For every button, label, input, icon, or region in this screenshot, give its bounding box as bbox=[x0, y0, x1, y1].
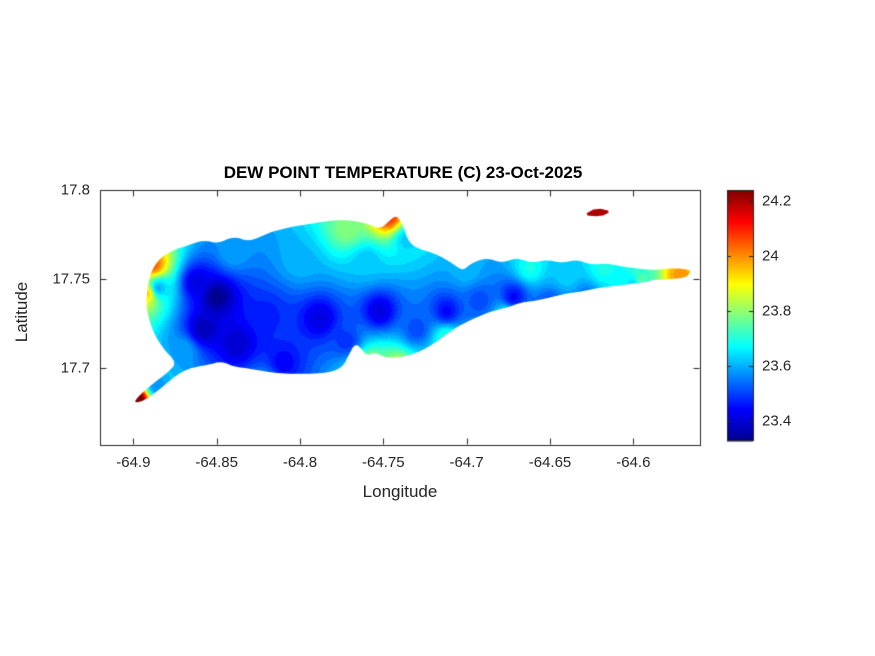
x-tick-label: -64.65 bbox=[528, 454, 572, 471]
y-axis-label: Latitude bbox=[12, 281, 31, 343]
x-tick-label: -64.7 bbox=[449, 454, 484, 471]
y-tick-label: 17.8 bbox=[60, 181, 90, 199]
chart-title: DEW POINT TEMPERATURE (C) 23-Oct-2025 bbox=[223, 163, 583, 182]
colorbar-tick-label: 23.8 bbox=[762, 302, 792, 320]
colorbar-tick-label: 24 bbox=[762, 247, 779, 265]
colorbar-tick-label: 24.2 bbox=[762, 192, 792, 210]
y-tick-label: 17.75 bbox=[52, 270, 90, 288]
x-tick-label: -64.6 bbox=[616, 454, 651, 471]
colorbar-tick-label: 23.4 bbox=[762, 412, 792, 430]
x-tick-label: -64.9 bbox=[116, 454, 151, 471]
x-tick-label: -64.75 bbox=[362, 454, 405, 471]
x-tick-label: -64.85 bbox=[195, 454, 238, 471]
x-axis-label: Longitude bbox=[362, 482, 438, 501]
colorbar-tick-label: 23.6 bbox=[762, 357, 792, 375]
x-tick-label: -64.8 bbox=[282, 454, 318, 471]
y-tick-label: 17.7 bbox=[60, 359, 90, 377]
